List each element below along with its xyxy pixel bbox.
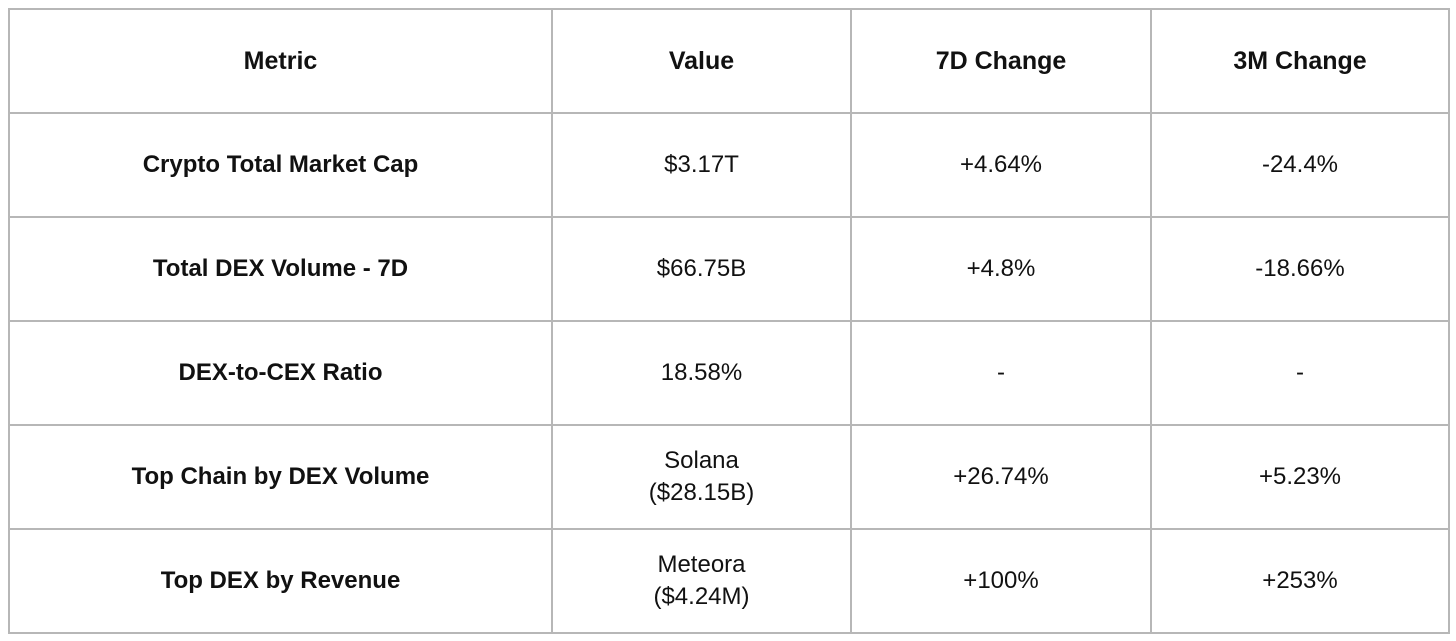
table-row: Top DEX by Revenue Meteora ($4.24M) +100…: [8, 528, 1450, 634]
metrics-table: Metric Value 7D Change 3M Change Crypto …: [8, 8, 1450, 634]
cell-7d-change: -: [850, 320, 1152, 426]
cell-metric: Top DEX by Revenue: [8, 528, 553, 634]
cell-value: $66.75B: [551, 216, 852, 322]
cell-value: Solana ($28.15B): [551, 424, 852, 530]
cell-value: 18.58%: [551, 320, 852, 426]
column-header-metric: Metric: [8, 8, 553, 114]
cell-metric: Top Chain by DEX Volume: [8, 424, 553, 530]
cell-value: Meteora ($4.24M): [551, 528, 852, 634]
column-header-3m-change: 3M Change: [1150, 8, 1450, 114]
table-row: Top Chain by DEX Volume Solana ($28.15B)…: [8, 424, 1450, 530]
cell-7d-change: +26.74%: [850, 424, 1152, 530]
table-row: Total DEX Volume - 7D $66.75B +4.8% -18.…: [8, 216, 1450, 322]
cell-3m-change: +253%: [1150, 528, 1450, 634]
cell-value: $3.17T: [551, 112, 852, 218]
cell-metric: DEX-to-CEX Ratio: [8, 320, 553, 426]
cell-metric: Crypto Total Market Cap: [8, 112, 553, 218]
cell-7d-change: +100%: [850, 528, 1152, 634]
cell-3m-change: -24.4%: [1150, 112, 1450, 218]
cell-3m-change: -18.66%: [1150, 216, 1450, 322]
header-row: Metric Value 7D Change 3M Change: [8, 8, 1450, 114]
cell-7d-change: +4.8%: [850, 216, 1152, 322]
column-header-value: Value: [551, 8, 852, 114]
cell-3m-change: +5.23%: [1150, 424, 1450, 530]
column-header-7d-change: 7D Change: [850, 8, 1152, 114]
cell-metric: Total DEX Volume - 7D: [8, 216, 553, 322]
table-row: DEX-to-CEX Ratio 18.58% - -: [8, 320, 1450, 426]
table-row: Crypto Total Market Cap $3.17T +4.64% -2…: [8, 112, 1450, 218]
cell-7d-change: +4.64%: [850, 112, 1152, 218]
cell-3m-change: -: [1150, 320, 1450, 426]
